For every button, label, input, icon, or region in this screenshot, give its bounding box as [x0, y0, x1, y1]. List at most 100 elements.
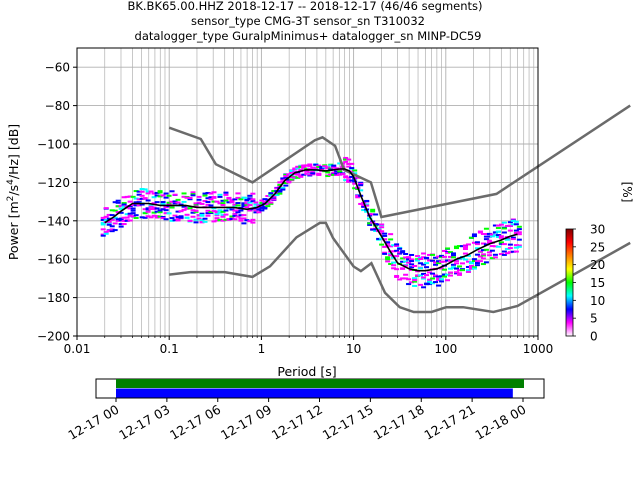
heatmap-cell [298, 168, 304, 171]
heatmap-cell [328, 173, 334, 176]
heatmap-cell [277, 181, 283, 184]
heatmap-cell [370, 228, 376, 231]
heatmap-cell [430, 277, 436, 280]
heatmap-cell [154, 207, 160, 210]
heatmap-cell [379, 223, 385, 226]
heatmap-cell [193, 221, 199, 224]
heatmap-cell [283, 176, 289, 179]
heatmap-cell [298, 174, 304, 177]
heatmap-cell [403, 264, 409, 267]
heatmap-cell [304, 170, 310, 173]
heatmap-cell [421, 256, 427, 259]
heatmap-cell [352, 169, 358, 172]
heatmap-cell [205, 191, 211, 194]
heatmap-cell [418, 262, 424, 265]
heatmap-cell [196, 217, 202, 220]
heatmap-cell [109, 228, 115, 231]
heatmap-cell [442, 268, 448, 271]
heatmap-cell [307, 167, 313, 170]
heatmap-cell [280, 186, 286, 189]
heatmap-cell [214, 219, 220, 222]
noise-model-layer [168, 104, 631, 314]
heatmap-cell [447, 255, 453, 258]
heatmap-cell [214, 214, 220, 217]
heatmap-cell [388, 252, 394, 255]
heatmap-cell [453, 271, 459, 274]
heatmap-cell [307, 174, 313, 177]
heatmap-cell [394, 274, 400, 277]
heatmap-cell [211, 207, 217, 210]
heatmap-cell [187, 207, 193, 210]
heatmap-cell [100, 222, 106, 225]
heatmap-cell [154, 216, 160, 219]
heatmap-cell [121, 196, 127, 199]
heatmap-cell [486, 239, 492, 242]
heatmap-cell [400, 257, 406, 260]
heatmap-cell [187, 198, 193, 201]
heatmap-cell [439, 267, 445, 270]
heatmap-cell [232, 203, 238, 206]
heatmap-cell [397, 278, 403, 281]
heatmap-cell [202, 192, 208, 195]
colorbar-tick-label: 5 [590, 312, 598, 326]
heatmap-cell [427, 280, 433, 283]
heatmap-cell [115, 218, 121, 221]
heatmap-cell [430, 253, 436, 256]
heatmap-cell [486, 254, 492, 257]
heatmap-cell [208, 204, 214, 207]
heatmap-cell [477, 250, 483, 253]
heatmap-cell [229, 208, 235, 211]
heatmap-cell [151, 206, 157, 209]
heatmap-cell [504, 224, 510, 227]
heatmap-cell [379, 232, 385, 235]
heatmap-cell [118, 207, 124, 210]
heatmap-cell [130, 215, 136, 218]
heatmap-cell [409, 260, 415, 263]
heatmap-cell [217, 219, 223, 222]
heatmap-cell [256, 207, 262, 210]
heatmap-cell [400, 260, 406, 263]
heatmap-cell [462, 252, 468, 255]
heatmap-cell [456, 265, 462, 268]
heatmap-cell [504, 238, 510, 241]
heatmap-cell [352, 182, 358, 185]
heatmap-cell [310, 171, 316, 174]
heatmap-cell [480, 253, 486, 256]
heatmap-cell [507, 224, 513, 227]
heatmap-cell [421, 276, 427, 279]
heatmap-cell [504, 247, 510, 250]
heatmap-cell [226, 196, 232, 199]
heatmap-cell [352, 172, 358, 175]
heatmap-cell [385, 241, 391, 244]
heatmap-cell [145, 210, 151, 213]
heatmap-cell [223, 193, 229, 196]
heatmap-cell [202, 220, 208, 223]
heatmap-cell [181, 192, 187, 195]
heatmap-cell [471, 258, 477, 261]
heatmap-cell [118, 219, 124, 222]
heatmap-cell [106, 220, 112, 223]
heatmap-cell [295, 173, 301, 176]
heatmap-cell [319, 168, 325, 171]
heatmap-cell [433, 261, 439, 264]
heatmap-cell [157, 195, 163, 198]
heatmap-cell [250, 218, 256, 221]
heatmap-cell [382, 252, 388, 255]
heatmap-cell [265, 203, 271, 206]
heatmap-cell [220, 202, 226, 205]
heatmap-cell [154, 210, 160, 213]
heatmap-cell [175, 218, 181, 221]
heatmap-cell [337, 162, 343, 165]
heatmap-cell [298, 165, 304, 168]
heatmap-cell [310, 167, 316, 170]
heatmap-cell [205, 214, 211, 217]
heatmap-cell [142, 216, 148, 219]
heatmap-cell [358, 189, 364, 192]
heatmap-cell [418, 256, 424, 259]
heatmap-cell [349, 167, 355, 170]
heatmap-cell [331, 173, 337, 176]
coverage-tick-label: 12-17 18 [371, 402, 427, 443]
heatmap-cell [244, 203, 250, 206]
heatmap-cell [271, 198, 277, 201]
heatmap-cell [304, 164, 310, 167]
